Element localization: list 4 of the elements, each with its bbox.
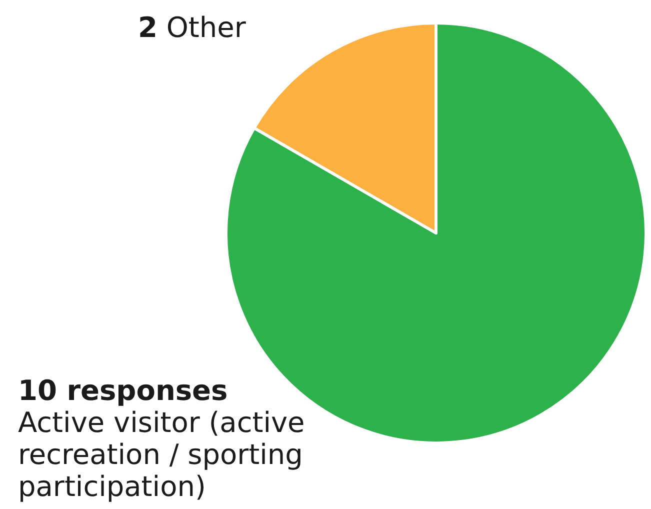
data-label: 10 responses (18, 374, 228, 407)
slice-label: Active visitor (active recreation / sporting participation) (18, 406, 305, 503)
slice-label: Other (157, 11, 246, 44)
data-label: 2 (138, 11, 158, 44)
